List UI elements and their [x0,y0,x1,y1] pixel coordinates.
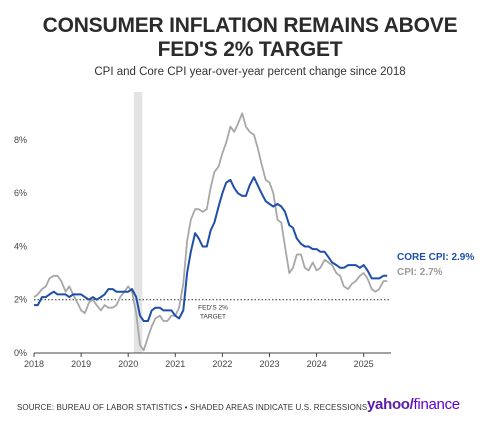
fed-target-label-line1: FED'S 2% [198,305,228,312]
cpi-end-label: CPI: 2.7% [397,267,443,278]
y-tick-label: 0% [14,348,27,358]
chart-subtitle: CPI and Core CPI year-over-year percent … [94,66,406,78]
chart-title-line2: FED'S 2% TARGET [157,38,343,61]
recession-band [133,92,143,353]
logo-finance: finance [413,396,461,413]
x-tick-label: 2019 [71,359,91,369]
x-tick-label: 2022 [212,359,232,369]
core-cpi-end-label: CORE CPI: 2.9% [397,252,474,263]
yahoo-finance-logo: yahoo/finance [367,396,460,413]
cpi-line [33,112,388,352]
x-tick-label: 2021 [165,359,185,369]
logo-yahoo: yahoo/ [367,396,414,413]
y-tick-label: 8% [14,135,27,145]
x-tick-label: 2020 [118,359,138,369]
x-tick-label: 2024 [307,359,327,369]
core-cpi-line [34,176,388,322]
y-tick-label: 6% [14,188,27,198]
x-tick-label: 2025 [354,359,374,369]
x-tick-label: 2023 [259,359,279,369]
y-tick-label: 2% [14,295,27,305]
fed-target-label-line2: TARGET [200,314,226,321]
chart-title-line1: CONSUMER INFLATION REMAINS ABOVE [42,14,458,37]
y-tick-label: 4% [14,241,27,251]
x-tick-label: 2018 [24,359,44,369]
source-note: SOURCE: BUREAU OF LABOR STATISTICS • SHA… [17,403,368,412]
